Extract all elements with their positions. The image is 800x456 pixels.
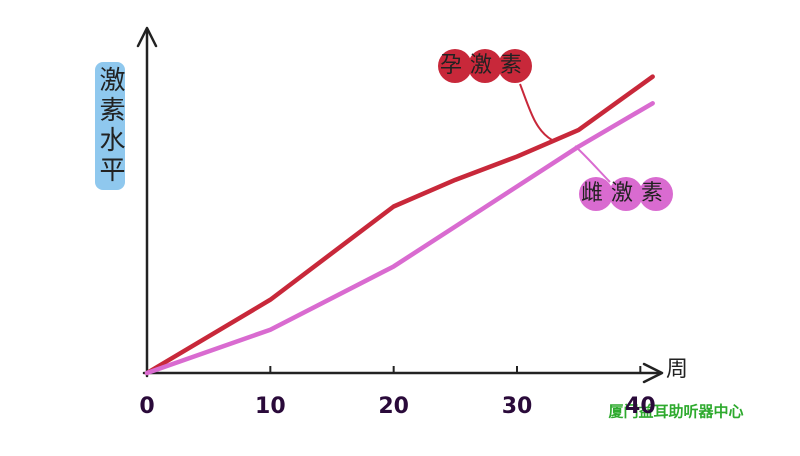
x-tick-label: 10 (255, 394, 286, 419)
label-bubble (438, 49, 472, 83)
leader-line (519, 83, 553, 141)
label-bubble (609, 177, 643, 211)
x-tick-label: 30 (502, 394, 533, 419)
y-axis-arrow (136, 26, 158, 48)
series-line (144, 74, 655, 376)
label-bubble (639, 177, 673, 211)
x-tick-label: 0 (139, 394, 154, 419)
watermark: 厦门益耳助听器中心 (608, 403, 743, 421)
y-label-highlight (95, 62, 125, 190)
x-tick-label: 20 (378, 394, 409, 419)
leader-line (574, 145, 611, 183)
y-axis-label: 激素水平 (95, 66, 125, 186)
label-bubble (579, 177, 613, 211)
x-tick-label: 40 (625, 394, 656, 419)
series-label: 雌激素 (581, 181, 671, 206)
series-line (144, 101, 655, 376)
label-bubble (468, 49, 502, 83)
series-label: 孕激素 (440, 53, 530, 78)
label-bubble (498, 49, 532, 83)
x-axis-arrow (642, 362, 664, 384)
x-axis-label: 周 (666, 357, 688, 382)
